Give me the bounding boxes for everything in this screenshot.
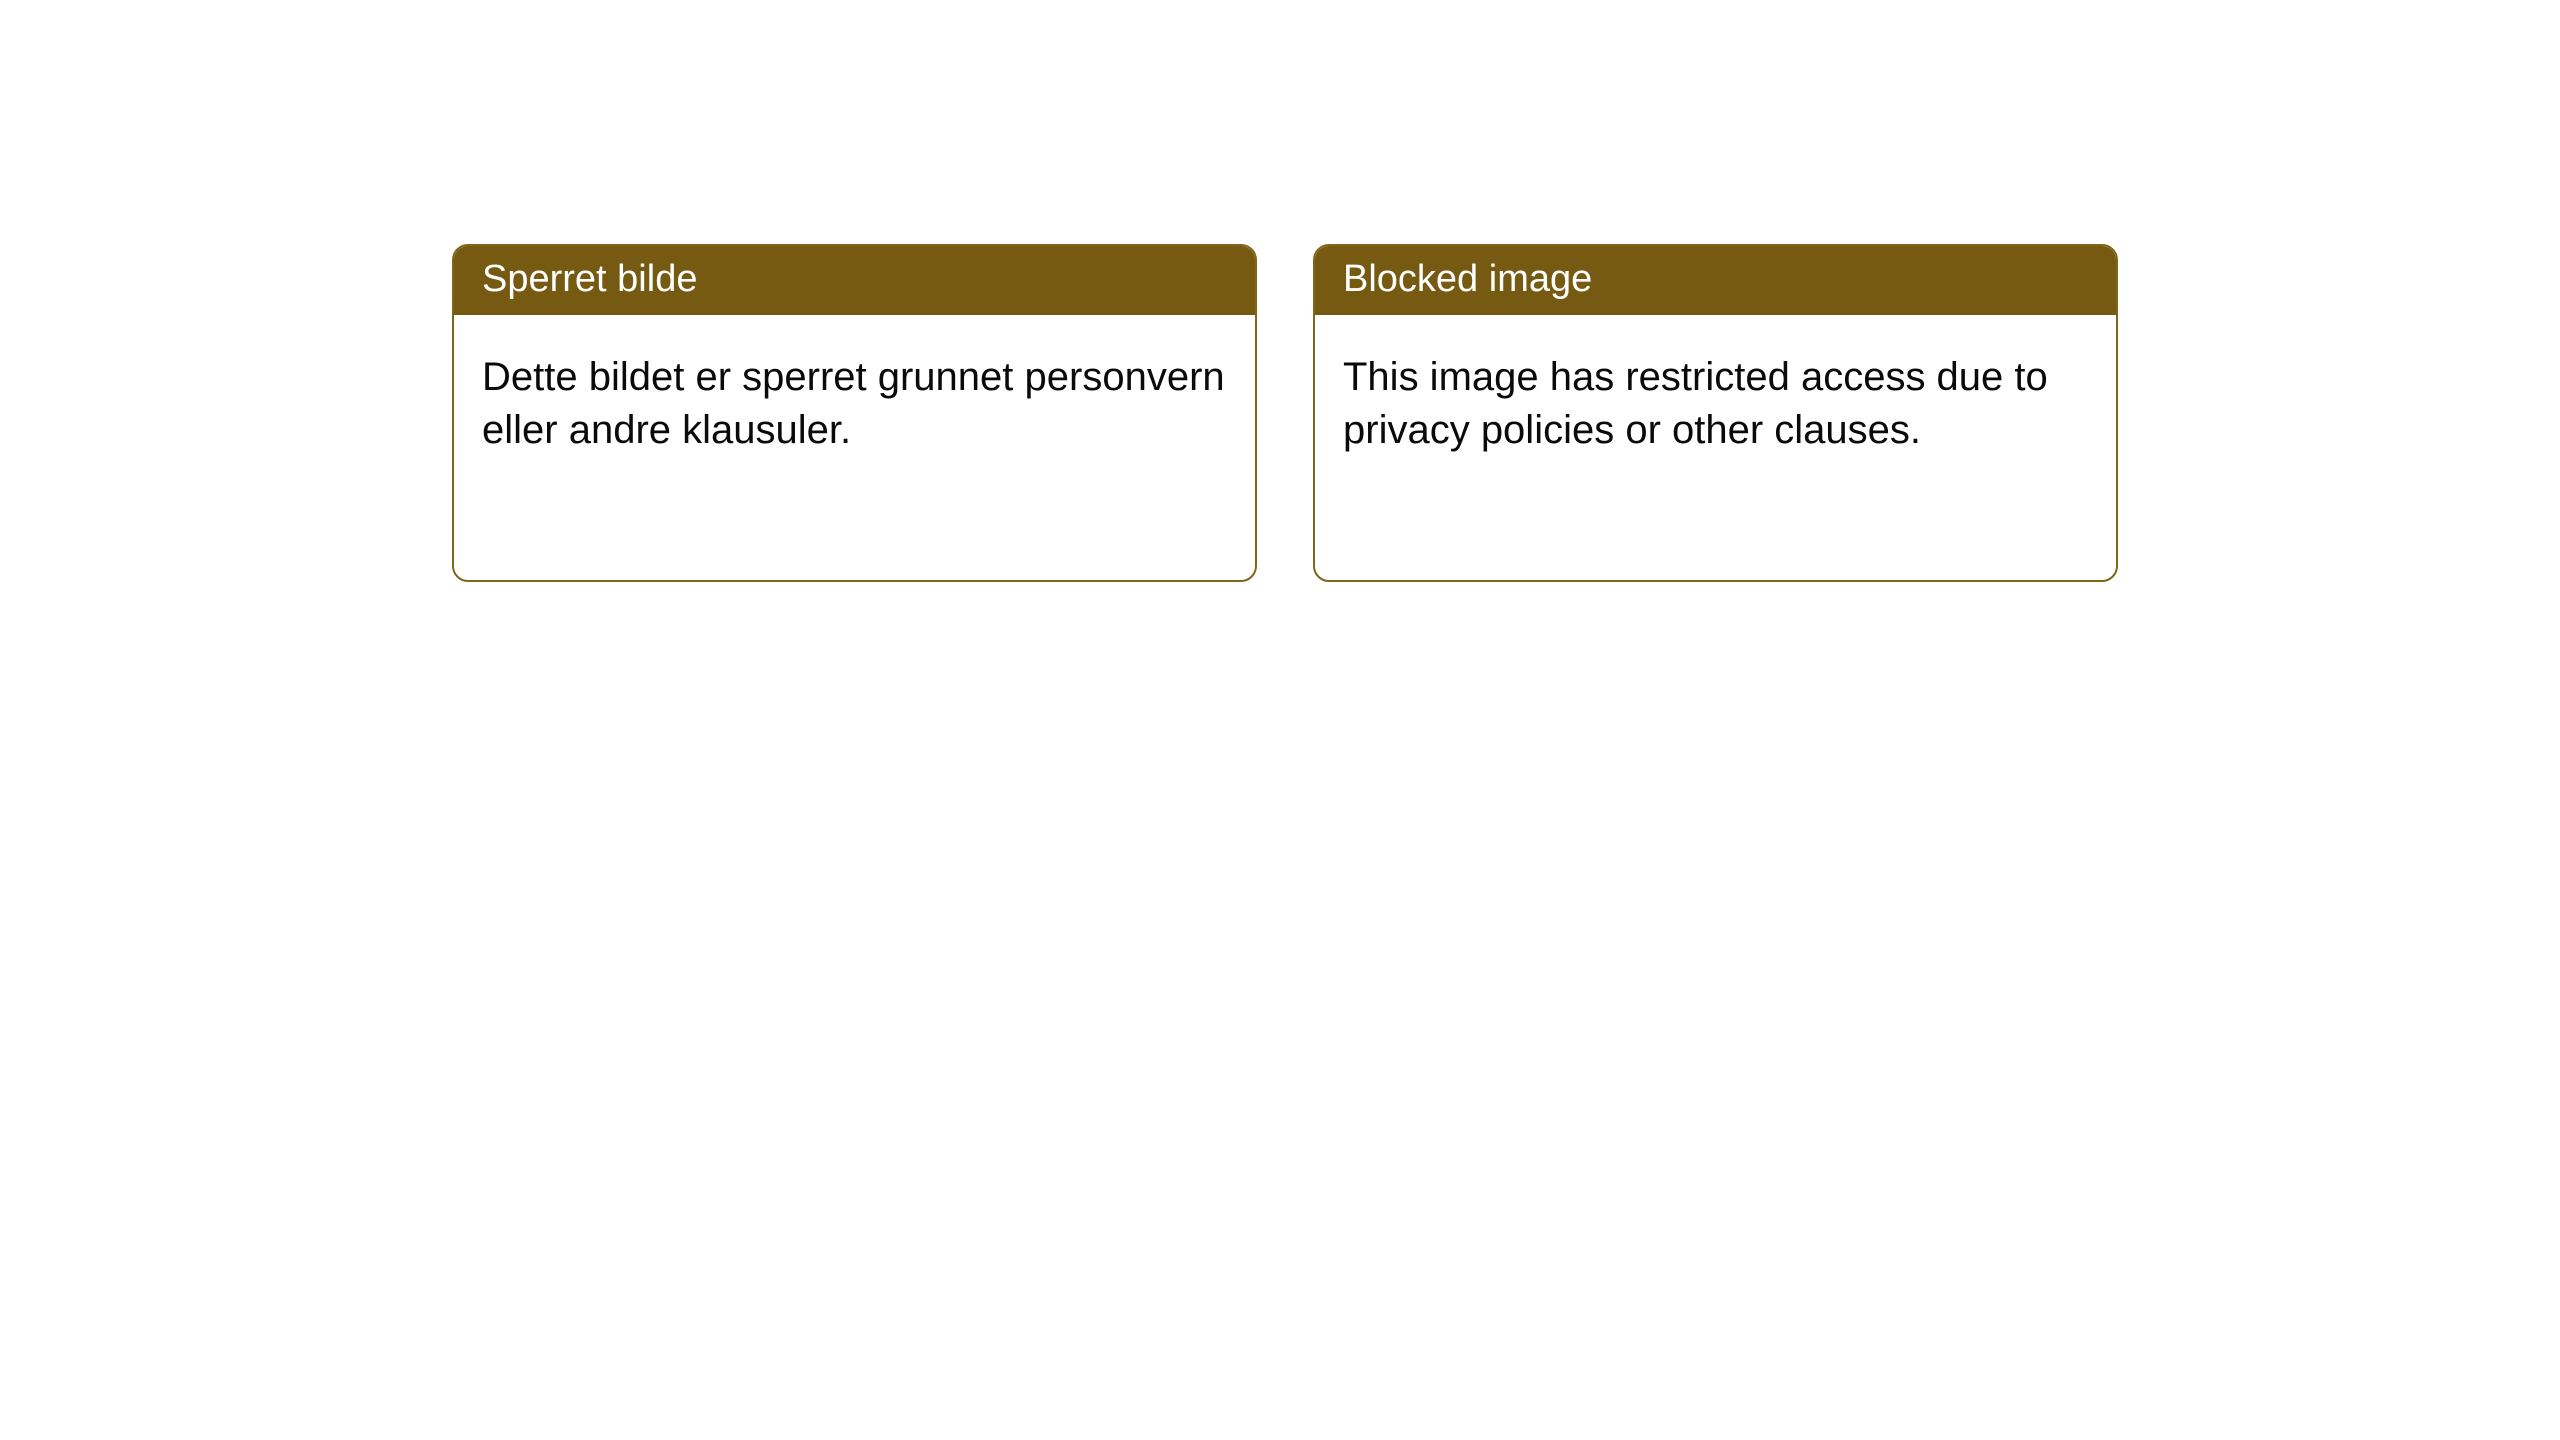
card-body-text: This image has restricted access due to … bbox=[1343, 355, 2048, 452]
notice-card-norwegian: Sperret bilde Dette bildet er sperret gr… bbox=[452, 244, 1257, 582]
card-body-english: This image has restricted access due to … bbox=[1315, 315, 2116, 485]
card-header-english: Blocked image bbox=[1315, 246, 2116, 315]
card-body-norwegian: Dette bildet er sperret grunnet personve… bbox=[454, 315, 1255, 485]
notice-card-english: Blocked image This image has restricted … bbox=[1313, 244, 2118, 582]
notice-container: Sperret bilde Dette bildet er sperret gr… bbox=[0, 0, 2560, 582]
card-title: Blocked image bbox=[1343, 258, 1592, 300]
card-title: Sperret bilde bbox=[482, 258, 697, 300]
card-body-text: Dette bildet er sperret grunnet personve… bbox=[482, 355, 1225, 452]
card-header-norwegian: Sperret bilde bbox=[454, 246, 1255, 315]
